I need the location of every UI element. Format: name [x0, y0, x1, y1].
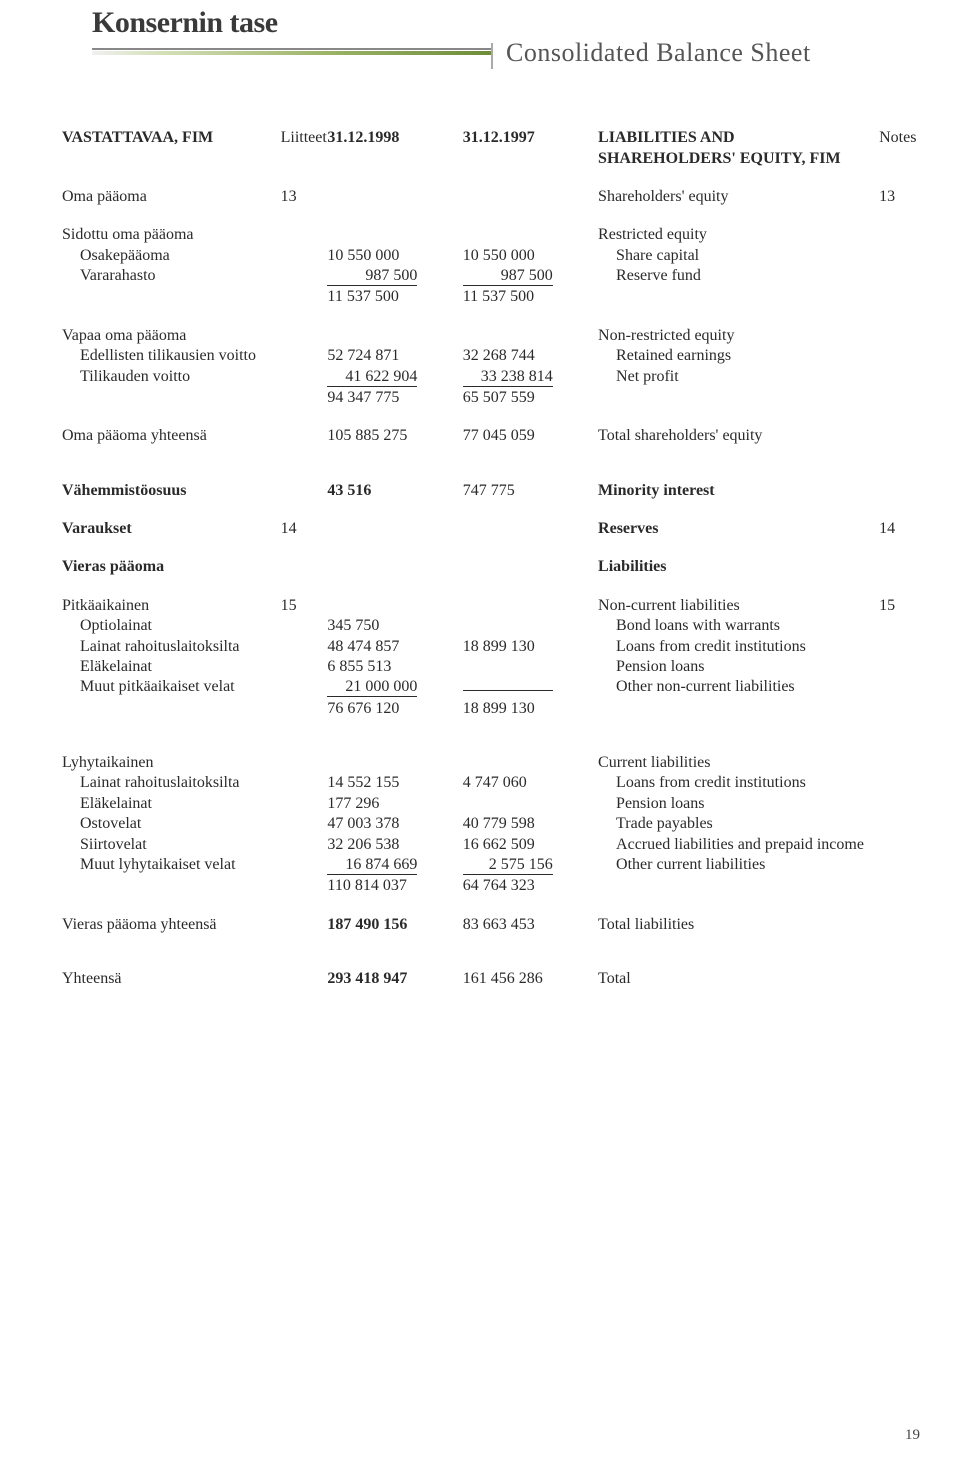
hdr-notes-fi: Liitteet	[275, 128, 322, 148]
nonrestricted-subtotal-row: 94 347 775 65 507 559	[56, 388, 920, 408]
minority-row: Vähemmistöosuus 43 516 747 775 Minority …	[56, 481, 920, 501]
restricted-en: Restricted equity	[592, 225, 873, 245]
title-fi: Konsernin tase	[92, 6, 960, 40]
table-row: Vararahasto 987 500 987 500 Reserve fund	[56, 266, 920, 287]
noncurrent-subtotal-row: 76 676 120 18 899 130	[56, 699, 920, 719]
table-row: Edellisten tilikausien voitto 52 724 871…	[56, 346, 920, 366]
equity-fi-note: 13	[275, 187, 322, 207]
liabilities-heading-row: Vieras pääoma Liabilities	[56, 557, 920, 577]
nonrestricted-heading-row: Vapaa oma pääoma Non-restricted equity	[56, 326, 920, 346]
hdr-left: VASTATTAVAA, FIM	[56, 128, 275, 148]
table-container: VASTATTAVAA, FIM Liitteet 31.12.1998 31.…	[0, 68, 960, 989]
decor-bar	[92, 51, 492, 55]
table-row: Eläkelainat 6 855 513 Pension loans	[56, 657, 920, 677]
liabilities-total-row: Vieras pääoma yhteensä 187 490 156 83 66…	[56, 915, 920, 935]
column-header-row2: SHAREHOLDERS' EQUITY, FIM	[56, 148, 920, 168]
restricted-subtotal-row: 11 537 500 11 537 500	[56, 287, 920, 307]
table-row: Tilikauden voitto 41 622 904 33 238 814 …	[56, 366, 920, 387]
table-row: Siirtovelat 32 206 538 16 662 509 Accrue…	[56, 834, 920, 854]
current-heading-row: Lyhytaikainen Current liabilities	[56, 753, 920, 773]
table-row: Muut lyhytaikaiset velat 16 874 669 2 57…	[56, 855, 920, 876]
equity-total-row: Oma pääoma yhteensä 105 885 275 77 045 0…	[56, 426, 920, 446]
current-subtotal-row: 110 814 037 64 764 323	[56, 876, 920, 896]
noncurrent-heading-row: Pitkäaikainen 15 Non-current liabilities…	[56, 596, 920, 616]
table-row: Lainat rahoituslaitoksilta 14 552 155 4 …	[56, 773, 920, 793]
table-row: Eläkelainat 177 296 Pension loans	[56, 794, 920, 814]
grand-total-row: Yhteensä 293 418 947 161 456 286 Total	[56, 969, 920, 989]
page-number: 19	[905, 1427, 920, 1444]
hdr-notes-en: Notes	[873, 128, 920, 148]
equity-en-note: 13	[873, 187, 920, 207]
equity-heading-row: Oma pääoma 13 Shareholders' equity 13	[56, 187, 920, 207]
restricted-fi: Sidottu oma pääoma	[56, 225, 275, 245]
table-row: Ostovelat 47 003 378 40 779 598 Trade pa…	[56, 814, 920, 834]
hdr-date2: 31.12.1997	[457, 128, 592, 148]
table-row: Muut pitkäaikaiset velat 21 000 000 Othe…	[56, 677, 920, 698]
hdr-right2: SHAREHOLDERS' EQUITY, FIM	[592, 148, 873, 168]
restricted-heading-row: Sidottu oma pääoma Restricted equity	[56, 225, 920, 245]
table-row: Lainat rahoituslaitoksilta 48 474 857 18…	[56, 636, 920, 656]
hdr-date1: 31.12.1998	[321, 128, 456, 148]
reserves-row: Varaukset 14 Reserves 14	[56, 519, 920, 539]
hdr-right1: LIABILITIES AND	[592, 128, 873, 148]
balance-sheet-table: VASTATTAVAA, FIM Liitteet 31.12.1998 31.…	[56, 128, 920, 989]
equity-en: Shareholders' equity	[592, 187, 873, 207]
page-header: Konsernin tase Consolidated Balance Shee…	[0, 0, 960, 68]
column-header-row: VASTATTAVAA, FIM Liitteet 31.12.1998 31.…	[56, 128, 920, 148]
equity-fi: Oma pääoma	[56, 187, 275, 207]
title-en: Consolidated Balance Sheet	[506, 38, 811, 68]
table-row: Osakepääoma 10 550 000 10 550 000 Share …	[56, 246, 920, 266]
table-row: Optiolainat 345 750 Bond loans with warr…	[56, 616, 920, 636]
